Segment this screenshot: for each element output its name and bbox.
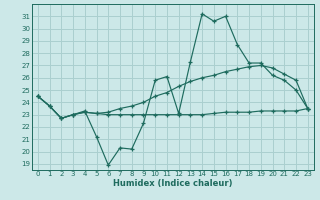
X-axis label: Humidex (Indice chaleur): Humidex (Indice chaleur) xyxy=(113,179,233,188)
